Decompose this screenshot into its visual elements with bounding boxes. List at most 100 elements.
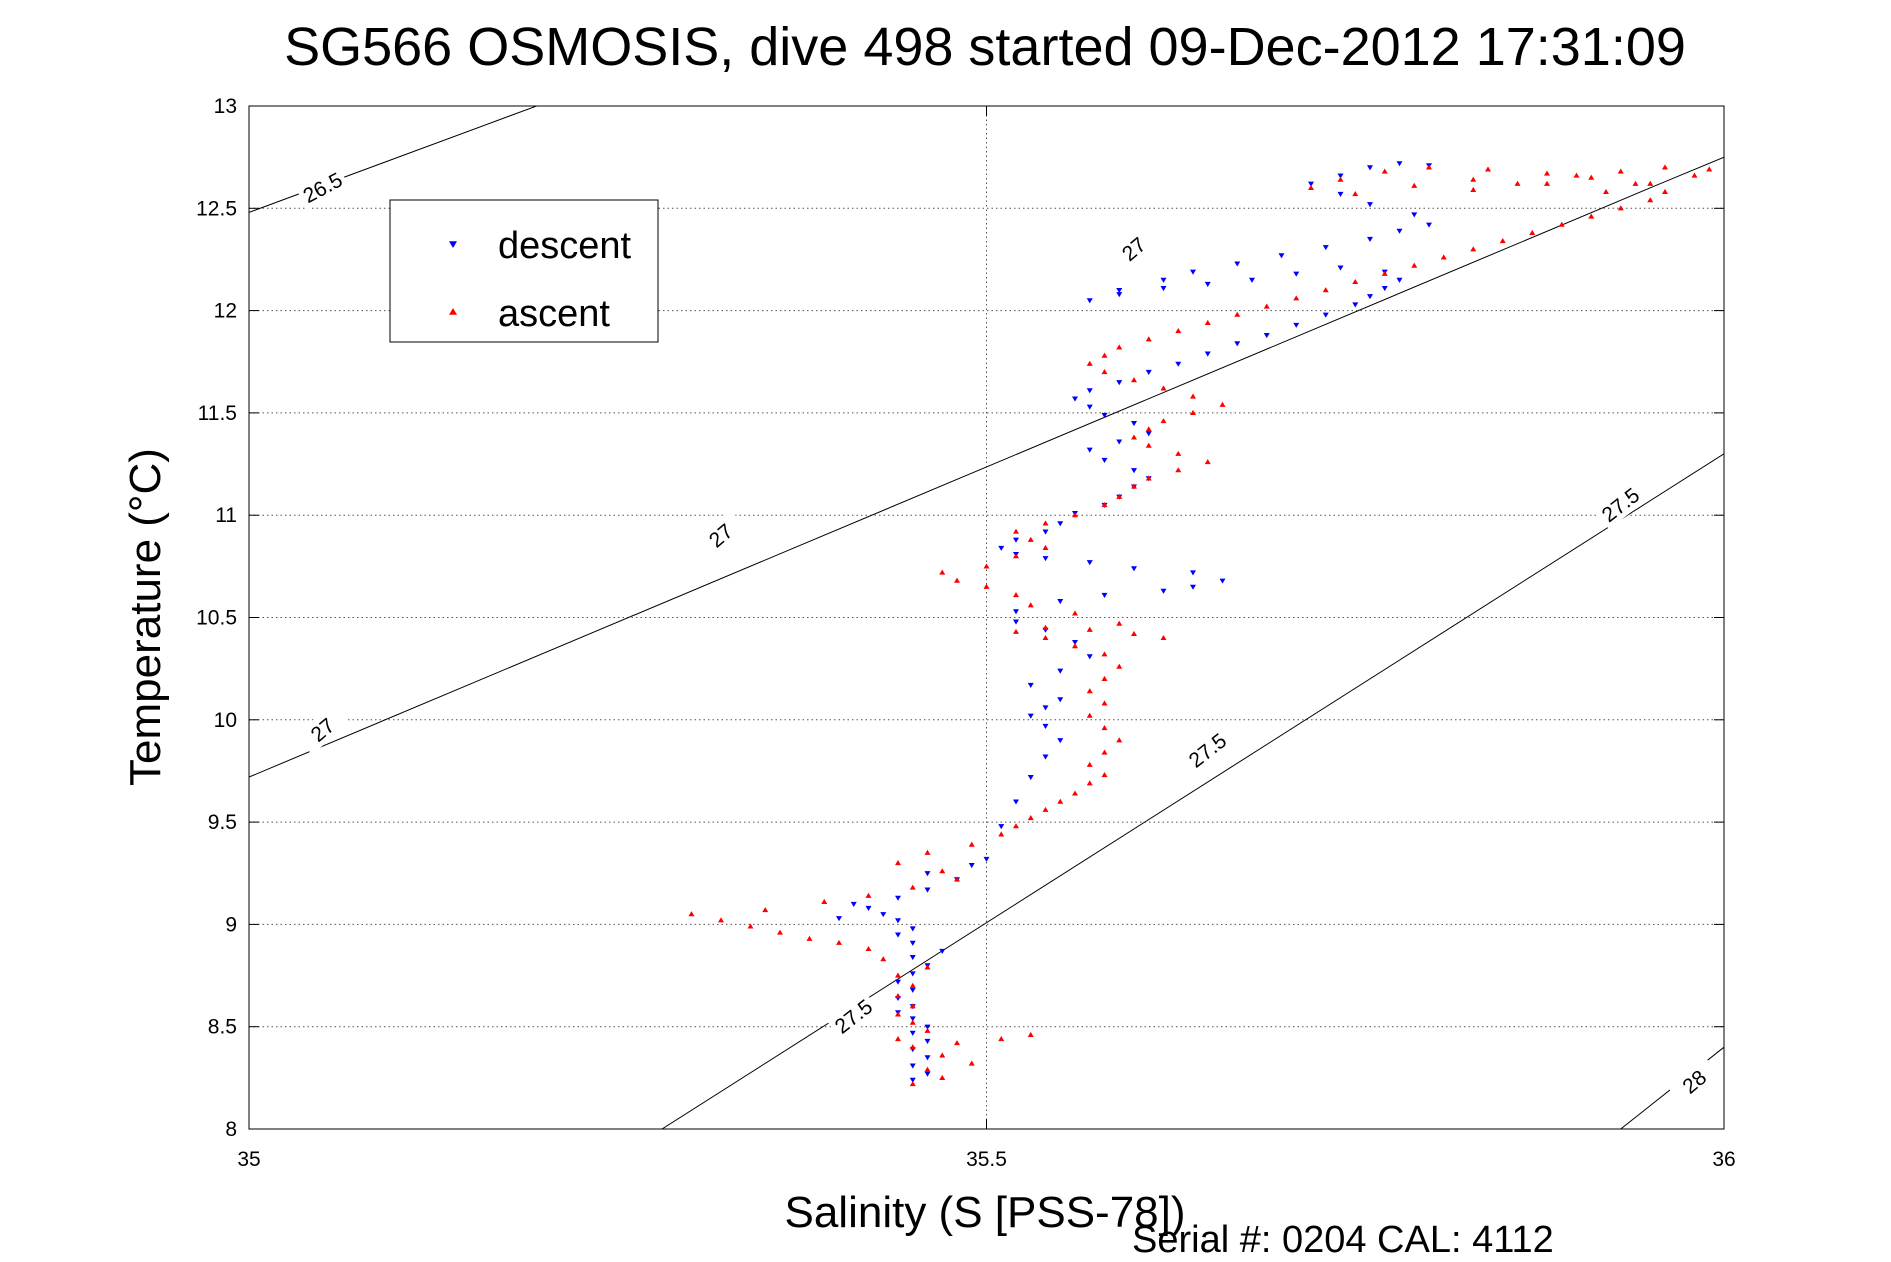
descent-point (1013, 609, 1019, 615)
ascent-point (924, 1066, 931, 1072)
ascent-point (1337, 176, 1344, 182)
descent-point (909, 940, 916, 946)
ascent-point (1086, 688, 1093, 694)
ascent-point (1160, 634, 1167, 641)
ascent-point (924, 1027, 931, 1033)
ascent-point (1101, 352, 1108, 358)
descent-point (1160, 588, 1167, 594)
ascent-point (1013, 823, 1019, 829)
data-points (688, 161, 1713, 1087)
descent-point (1013, 537, 1019, 543)
ascent-point (939, 868, 946, 874)
descent-point (1396, 228, 1403, 234)
descent-point (1101, 592, 1108, 598)
y-tick-label: 11.5 (198, 402, 237, 425)
y-tick-label: 8.5 (208, 1016, 237, 1039)
ascent-point (1691, 172, 1698, 178)
descent-point (924, 1055, 931, 1061)
descent-point (924, 871, 931, 877)
ascent-point (1160, 418, 1167, 424)
descent-point (998, 824, 1005, 830)
ascent-point (1101, 749, 1108, 755)
isopycnal-label-bg (1593, 479, 1648, 530)
descent-point (939, 948, 946, 954)
ascent-point (924, 964, 931, 970)
isopycnal-line (249, 156, 1724, 778)
ascent-point (1470, 246, 1477, 252)
descent-point (1234, 261, 1241, 267)
descent-point (1027, 713, 1034, 719)
ascent-point (1588, 174, 1595, 180)
ascent-point (968, 841, 975, 847)
chart-title: SG566 OSMOSIS, dive 498 started 09-Dec-2… (284, 17, 1686, 77)
ascent-point (1603, 188, 1609, 195)
ascent-point (1101, 368, 1108, 375)
descent-point (998, 545, 1005, 551)
descent-point (1086, 404, 1093, 410)
ascent-point (1647, 180, 1654, 186)
legend-box (389, 199, 659, 343)
descent-point (1145, 431, 1152, 437)
ascent-point (1411, 182, 1418, 188)
descent-point (1308, 181, 1314, 187)
legend-ascent-marker (449, 308, 457, 315)
descent-point (1175, 361, 1182, 367)
ascent-point (1013, 591, 1019, 598)
serial-cal-footer: Serial #: 0204 CAL: 4112 (1132, 1219, 1554, 1261)
ascent-point (1131, 483, 1137, 489)
ascent-point (1381, 270, 1388, 276)
ascent-point (1470, 176, 1477, 182)
descent-point (1042, 556, 1049, 562)
descent-point (1160, 277, 1167, 283)
descent-point (1145, 369, 1152, 375)
descent-point (909, 926, 916, 932)
ascent-point (1145, 336, 1152, 342)
ascent-point (1617, 205, 1624, 211)
x-tick-label: 36 (1712, 1148, 1735, 1171)
descent-point (909, 1016, 916, 1022)
descent-point (1352, 302, 1359, 308)
ascent-point (1013, 553, 1019, 559)
ascent-point (880, 956, 887, 962)
ascent-point (954, 876, 960, 882)
descent-point (924, 1071, 931, 1077)
ascent-point (954, 577, 960, 583)
ascent-point (1632, 180, 1639, 186)
descent-point (909, 987, 916, 993)
ascent-point (1175, 467, 1182, 473)
descent-point (1042, 529, 1049, 535)
descent-point (1042, 705, 1049, 711)
legend: descent ascent (389, 199, 659, 343)
ascent-point (1042, 634, 1049, 641)
descent-point (983, 856, 990, 862)
ascent-point (1013, 528, 1019, 534)
descent-point (1322, 245, 1329, 251)
y-tick-label: 11 (215, 504, 237, 527)
descent-point (865, 905, 872, 912)
descent-point (1086, 560, 1093, 566)
ascent-point (895, 1035, 901, 1042)
ascent-point (1514, 180, 1521, 186)
ascent-point (1352, 190, 1359, 197)
ascent-point (1573, 172, 1580, 178)
legend-descent-marker (449, 241, 457, 248)
ascent-point (1086, 360, 1093, 366)
ascent-point (1662, 164, 1668, 170)
isopycnal-label-bg (295, 703, 349, 755)
descent-point (1131, 468, 1137, 474)
ascent-point (1086, 761, 1093, 767)
ascent-point (1042, 520, 1049, 526)
ascent-point (1558, 221, 1565, 227)
descent-point (1086, 654, 1093, 660)
ascent-point (1145, 426, 1152, 432)
ascent-point (1529, 229, 1536, 235)
ascent-point (968, 1060, 975, 1066)
ascent-point (1072, 512, 1078, 518)
descent-point (1101, 457, 1108, 463)
descent-point (1027, 774, 1034, 781)
descent-point (1381, 285, 1388, 292)
descent-point (1234, 341, 1241, 347)
